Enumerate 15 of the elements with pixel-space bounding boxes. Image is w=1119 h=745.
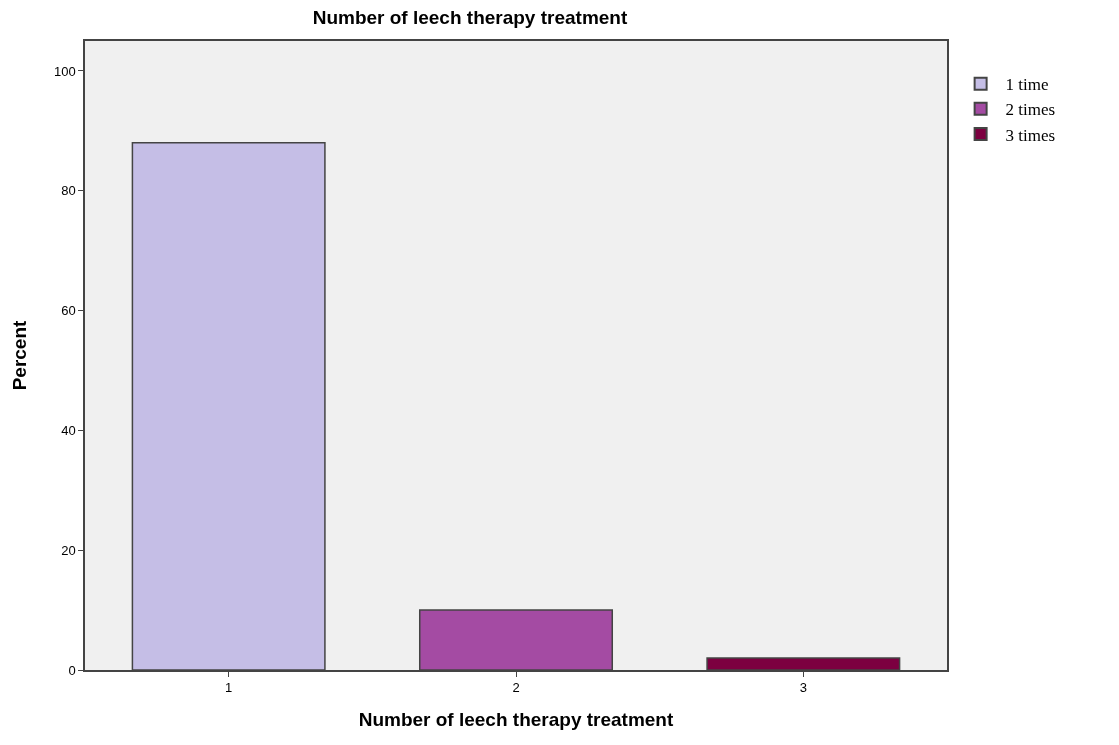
y-tick-label: 80 — [61, 183, 76, 199]
y-axis-title: Percent — [9, 319, 31, 391]
y-tick-label: 20 — [61, 542, 76, 558]
legend-label: 1 time — [1005, 75, 1049, 95]
y-tick-label: 0 — [68, 662, 76, 678]
chart-title: Number of leech therapy treatment — [312, 7, 628, 29]
y-tick-label: 40 — [61, 422, 76, 438]
x-tick-label: 2 — [512, 680, 520, 696]
x-tick-label: 1 — [225, 680, 233, 696]
y-tick-label: 60 — [61, 303, 76, 319]
x-axis-title: Number of leech therapy treatment — [358, 708, 674, 730]
legend-label: 2 times — [1005, 100, 1056, 120]
legend-label: 3 times — [1005, 125, 1056, 145]
y-tick-label: 100 — [53, 63, 76, 79]
x-tick-label: 3 — [799, 680, 807, 696]
